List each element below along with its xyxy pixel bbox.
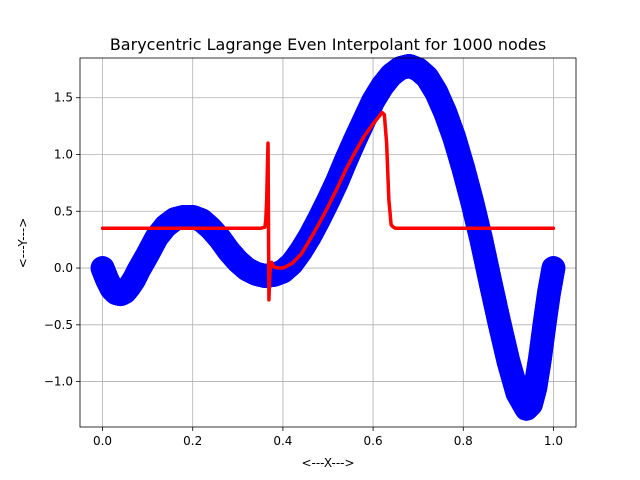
- interpolant-line: [100, 110, 556, 302]
- axes-frame: [79, 57, 577, 428]
- y-axis: −1.0 −0.5 0.0 0.5 1.0 1.5: [44, 91, 80, 389]
- series-nodes: [90, 53, 566, 421]
- x-axis-label: <---X--->: [301, 456, 354, 470]
- chart-title: Barycentric Lagrange Even Interpolant fo…: [110, 35, 546, 54]
- grid: [80, 58, 576, 427]
- y-tick-label: 1.5: [54, 91, 73, 105]
- x-tick-label: 1.0: [544, 434, 563, 448]
- y-axis-label: <---Y--->: [16, 218, 30, 269]
- x-tick-label: 0.6: [364, 434, 383, 448]
- y-tick-label: 1.0: [54, 148, 73, 162]
- x-tick-label: 0.4: [273, 434, 292, 448]
- x-tick-label: 0.8: [454, 434, 473, 448]
- plot-area: [90, 53, 566, 421]
- y-tick-label: −1.0: [44, 375, 73, 389]
- x-tick-label: 0.2: [183, 434, 202, 448]
- x-axis: 0.0 0.2 0.4 0.6 0.8 1.0: [93, 427, 563, 448]
- x-tick-label: 0.0: [93, 434, 112, 448]
- y-tick-label: −0.5: [44, 318, 73, 332]
- y-tick-label: 0.0: [54, 261, 73, 275]
- y-tick-label: 0.5: [54, 204, 73, 218]
- node-marker: [541, 256, 566, 281]
